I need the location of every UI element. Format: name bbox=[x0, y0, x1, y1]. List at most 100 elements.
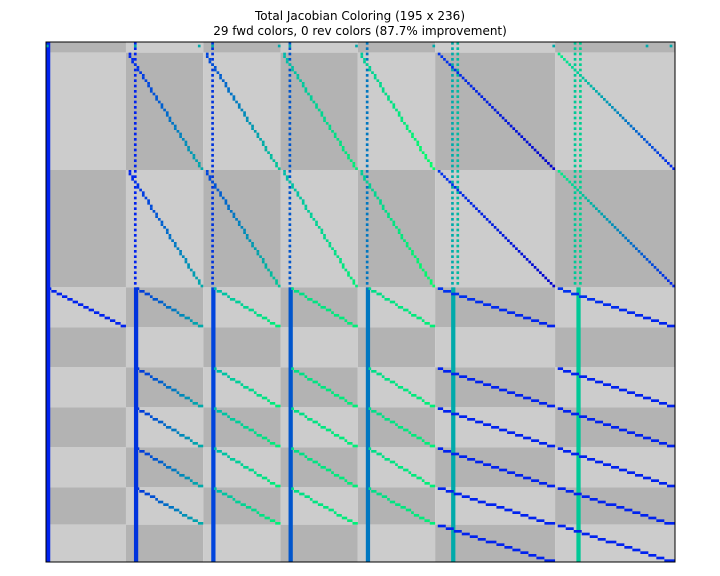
block-r9-c4 bbox=[357, 524, 436, 562]
dashed-cell-c3-r84 bbox=[365, 266, 369, 269]
dashed-cell-c7-r26 bbox=[579, 111, 582, 114]
diag-2-cell-36 bbox=[341, 148, 345, 152]
diag-11-cell-11 bbox=[587, 199, 590, 202]
diag-7-cell-37 bbox=[267, 268, 270, 272]
diag-35-cell-6 bbox=[483, 463, 492, 466]
diag-35-cell-9 bbox=[507, 471, 516, 474]
diag-10-cell-14 bbox=[475, 207, 478, 210]
dashed-cell-c1-r44 bbox=[211, 159, 214, 162]
diag-0-cell-39 bbox=[192, 156, 196, 160]
diag-36-cell-11 bbox=[643, 476, 652, 480]
diag-34-cell-0 bbox=[368, 447, 372, 450]
dashed-cell-c7-r86 bbox=[579, 271, 582, 274]
diag-5-cell-6 bbox=[573, 68, 577, 72]
dashed-cell-c3-r20 bbox=[365, 95, 369, 98]
diag-19-cell-4 bbox=[152, 378, 158, 381]
diag-5-cell-25 bbox=[624, 119, 628, 122]
dashed-cell-c4-r88 bbox=[451, 276, 454, 280]
diag-8-cell-0 bbox=[283, 170, 286, 173]
dashed-cell-c0-r82 bbox=[133, 260, 137, 264]
diag-18-cell-7 bbox=[611, 306, 620, 309]
diag-39-cell-9 bbox=[333, 511, 337, 514]
dashed-cell-c0-r4 bbox=[133, 52, 137, 56]
diag-11-cell-40 bbox=[664, 276, 668, 280]
diag-15-cell-13 bbox=[347, 322, 353, 325]
dashed-cell-c4-r46 bbox=[451, 164, 454, 168]
diag-26-cell-8 bbox=[248, 428, 254, 432]
diag-34-cell-4 bbox=[384, 458, 390, 461]
dashed-cell-c0-r28 bbox=[133, 116, 137, 120]
dashed-cell-c2-r20 bbox=[288, 95, 292, 98]
dashed-cell-c3-r42 bbox=[365, 154, 369, 157]
dashed-cell-c0-r74 bbox=[133, 239, 137, 242]
diag-10-cell-34 bbox=[528, 260, 532, 264]
diag-8-cell-40 bbox=[349, 276, 353, 280]
diag-19-cell-7 bbox=[165, 386, 172, 389]
diag-10-cell-36 bbox=[533, 266, 537, 269]
diag-7-cell-21 bbox=[240, 226, 244, 229]
diag-19-cell-11 bbox=[184, 396, 190, 400]
dashed-cell-c6-r86 bbox=[573, 271, 577, 274]
diag-5-cell-16 bbox=[600, 95, 604, 98]
diag-18-cell-1 bbox=[563, 290, 572, 293]
diag-9-cell-31 bbox=[411, 252, 414, 256]
diag-11-cell-24 bbox=[621, 234, 625, 237]
dashed-cell-c7-r16 bbox=[579, 84, 582, 88]
dashed-cell-c7-r82 bbox=[579, 260, 582, 264]
diag-43-cell-3 bbox=[461, 532, 470, 536]
diag-9-cell-19 bbox=[392, 220, 396, 224]
diag-32-cell-9 bbox=[253, 471, 257, 474]
diag-22-cell-2 bbox=[376, 372, 382, 376]
dashed-cell-c3-r46 bbox=[365, 164, 369, 168]
diag-4-cell-3 bbox=[445, 60, 449, 64]
diag-5-cell-27 bbox=[629, 124, 633, 128]
dashed-cell-c1-r60 bbox=[211, 202, 214, 205]
diag-19-cell-8 bbox=[171, 388, 177, 392]
diag-2-cell-17 bbox=[309, 98, 313, 101]
diag-9-cell-2 bbox=[363, 175, 366, 178]
diag-6-cell-13 bbox=[149, 204, 153, 208]
diag-1-cell-33 bbox=[261, 140, 265, 144]
dense-column-3 bbox=[288, 287, 293, 562]
diag-5-cell-26 bbox=[627, 122, 630, 125]
diag-9-cell-29 bbox=[408, 247, 412, 250]
diag-25-cell-14 bbox=[197, 444, 204, 448]
diag-40-cell-8 bbox=[405, 508, 412, 512]
dashed-cell-c7-r52 bbox=[579, 180, 582, 184]
diag-0-cell-40 bbox=[195, 159, 198, 162]
diag-7-cell-33 bbox=[261, 258, 265, 261]
dashed-cell-c4-r66 bbox=[451, 218, 454, 221]
diag-5-cell-34 bbox=[648, 143, 652, 146]
diag-20-cell-2 bbox=[221, 372, 228, 376]
diag-11-cell-28 bbox=[632, 244, 636, 248]
diag-11-cell-19 bbox=[608, 220, 612, 224]
diag-9-cell-25 bbox=[400, 236, 404, 240]
diag-10-cell-2 bbox=[443, 175, 446, 178]
dashed-cell-c1-r40 bbox=[211, 148, 214, 152]
dashed-cell-c1-r56 bbox=[211, 191, 214, 194]
diag-32-cell-5 bbox=[235, 460, 241, 464]
diag-8-cell-26 bbox=[325, 239, 329, 242]
diag-20-cell-1 bbox=[216, 370, 222, 373]
diag-2-cell-34 bbox=[339, 143, 342, 146]
dashed-cell-c7-r48 bbox=[579, 170, 582, 173]
diag-16-cell-1 bbox=[371, 290, 377, 293]
diag-6-cell-22 bbox=[165, 228, 169, 232]
diag-2-cell-11 bbox=[301, 82, 305, 85]
dashed-cell-c3-r32 bbox=[365, 127, 369, 130]
diag-29-cell-12 bbox=[531, 439, 540, 442]
diag-43-cell-7 bbox=[496, 543, 505, 546]
diag-3-cell-19 bbox=[392, 103, 396, 106]
dashed-cell-c4-r36 bbox=[451, 138, 454, 141]
dashed-cell-c6-r32 bbox=[573, 127, 577, 130]
diag-4-cell-29 bbox=[515, 130, 518, 133]
diag-0-cell-6 bbox=[136, 68, 140, 72]
diag-1-cell-10 bbox=[221, 79, 225, 82]
diag-33-cell-7 bbox=[320, 466, 326, 469]
dashed-cell-c6-r26 bbox=[573, 111, 577, 114]
diag-16-cell-8 bbox=[403, 308, 409, 312]
diag-2-cell-38 bbox=[347, 154, 350, 157]
diag-5-cell-42 bbox=[669, 164, 673, 168]
diag-30-cell-9 bbox=[627, 431, 636, 434]
diag-32-cell-2 bbox=[221, 452, 228, 456]
